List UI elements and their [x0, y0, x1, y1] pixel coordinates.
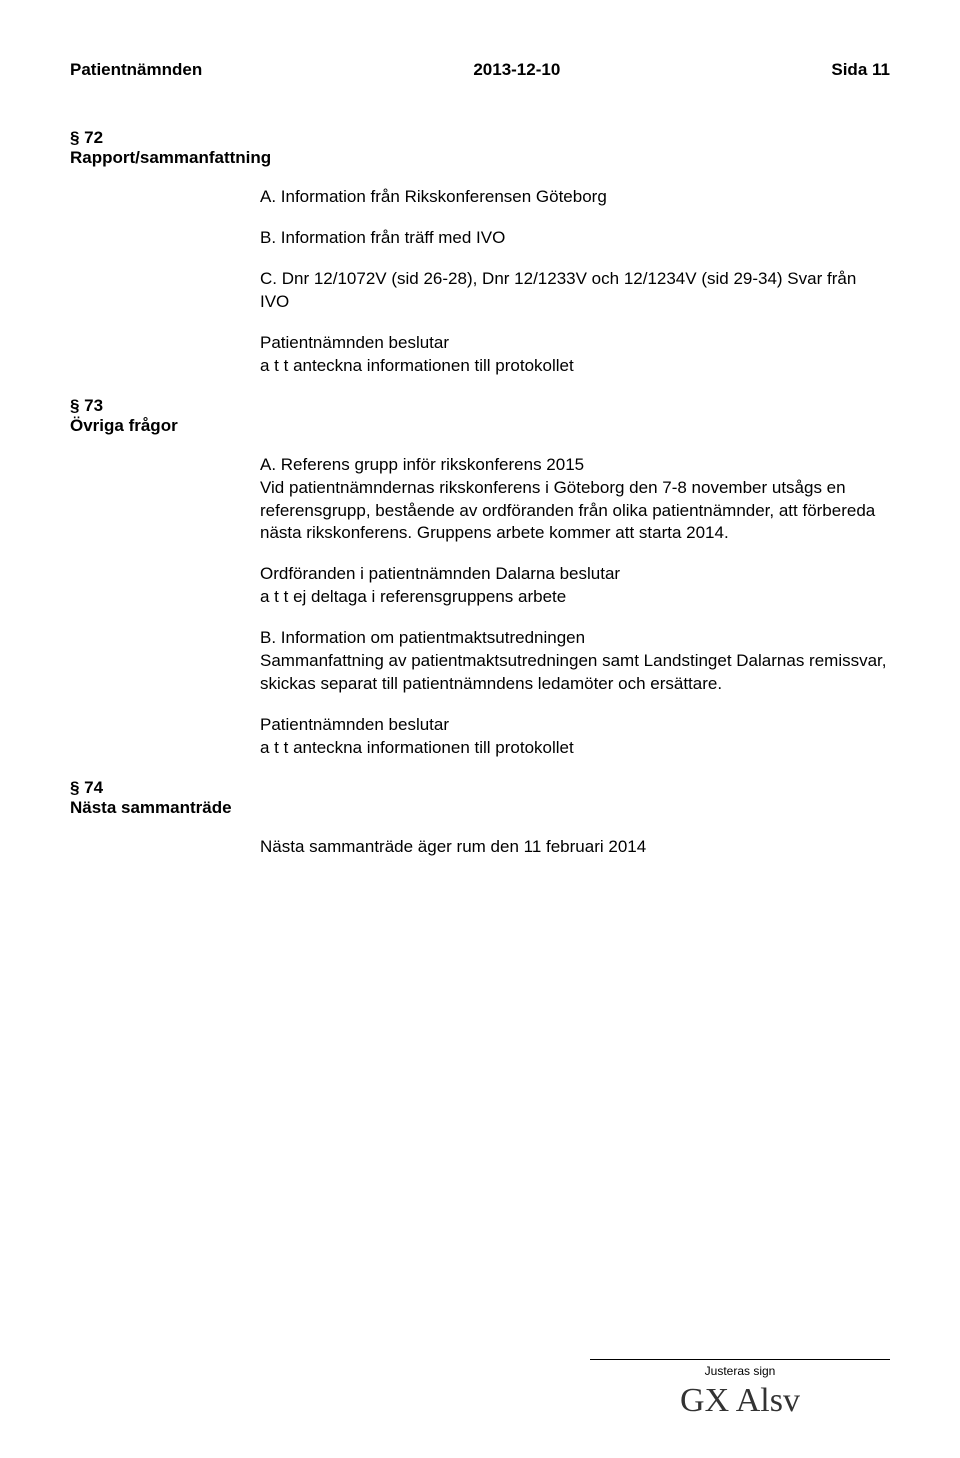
s73-para-chair: Ordföranden i patientnämnden Dalarna bes… [260, 563, 890, 609]
section-74: § 74 Nästa sammanträde Nästa sammanträde… [70, 778, 890, 859]
section-73: § 73 Övriga frågor A. Referens grupp inf… [70, 396, 890, 760]
section-74-title: Nästa sammanträde [70, 798, 890, 818]
s73-para-a: A. Referens grupp inför rikskonferens 20… [260, 454, 890, 546]
s72-item-c: C. Dnr 12/1072V (sid 26-28), Dnr 12/1233… [260, 268, 890, 314]
footer-rule [590, 1359, 890, 1360]
s74-body: Nästa sammanträde äger rum den 11 februa… [260, 836, 890, 859]
header-left: Patientnämnden [70, 60, 202, 80]
section-72-title: Rapport/sammanfattning [70, 148, 890, 168]
section-72-num: § 72 [70, 128, 890, 148]
footer: Justeras sign GX Alsv [590, 1359, 890, 1418]
header-center: 2013-12-10 [473, 60, 560, 80]
s72-item-b: B. Information från träff med IVO [260, 227, 890, 250]
section-74-num: § 74 [70, 778, 890, 798]
signature: GX Alsv [590, 1384, 890, 1418]
section-72-body: A. Information från Rikskonferensen Göte… [260, 186, 890, 378]
section-73-title: Övriga frågor [70, 416, 890, 436]
footer-label: Justeras sign [590, 1364, 890, 1378]
section-73-body: A. Referens grupp inför rikskonferens 20… [260, 454, 890, 760]
header-right: Sida 11 [831, 60, 890, 80]
section-72: § 72 Rapport/sammanfattning A. Informati… [70, 128, 890, 378]
s72-item-a: A. Information från Rikskonferensen Göte… [260, 186, 890, 209]
s72-decision: Patientnämnden beslutar a t t anteckna i… [260, 332, 890, 378]
page: Patientnämnden 2013-12-10 Sida 11 § 72 R… [0, 0, 960, 1458]
section-74-body: Nästa sammanträde äger rum den 11 februa… [260, 836, 890, 859]
s73-decision: Patientnämnden beslutar a t t anteckna i… [260, 714, 890, 760]
section-73-num: § 73 [70, 396, 890, 416]
page-header: Patientnämnden 2013-12-10 Sida 11 [70, 60, 890, 80]
s73-para-b: B. Information om patientmaktsutredninge… [260, 627, 890, 696]
